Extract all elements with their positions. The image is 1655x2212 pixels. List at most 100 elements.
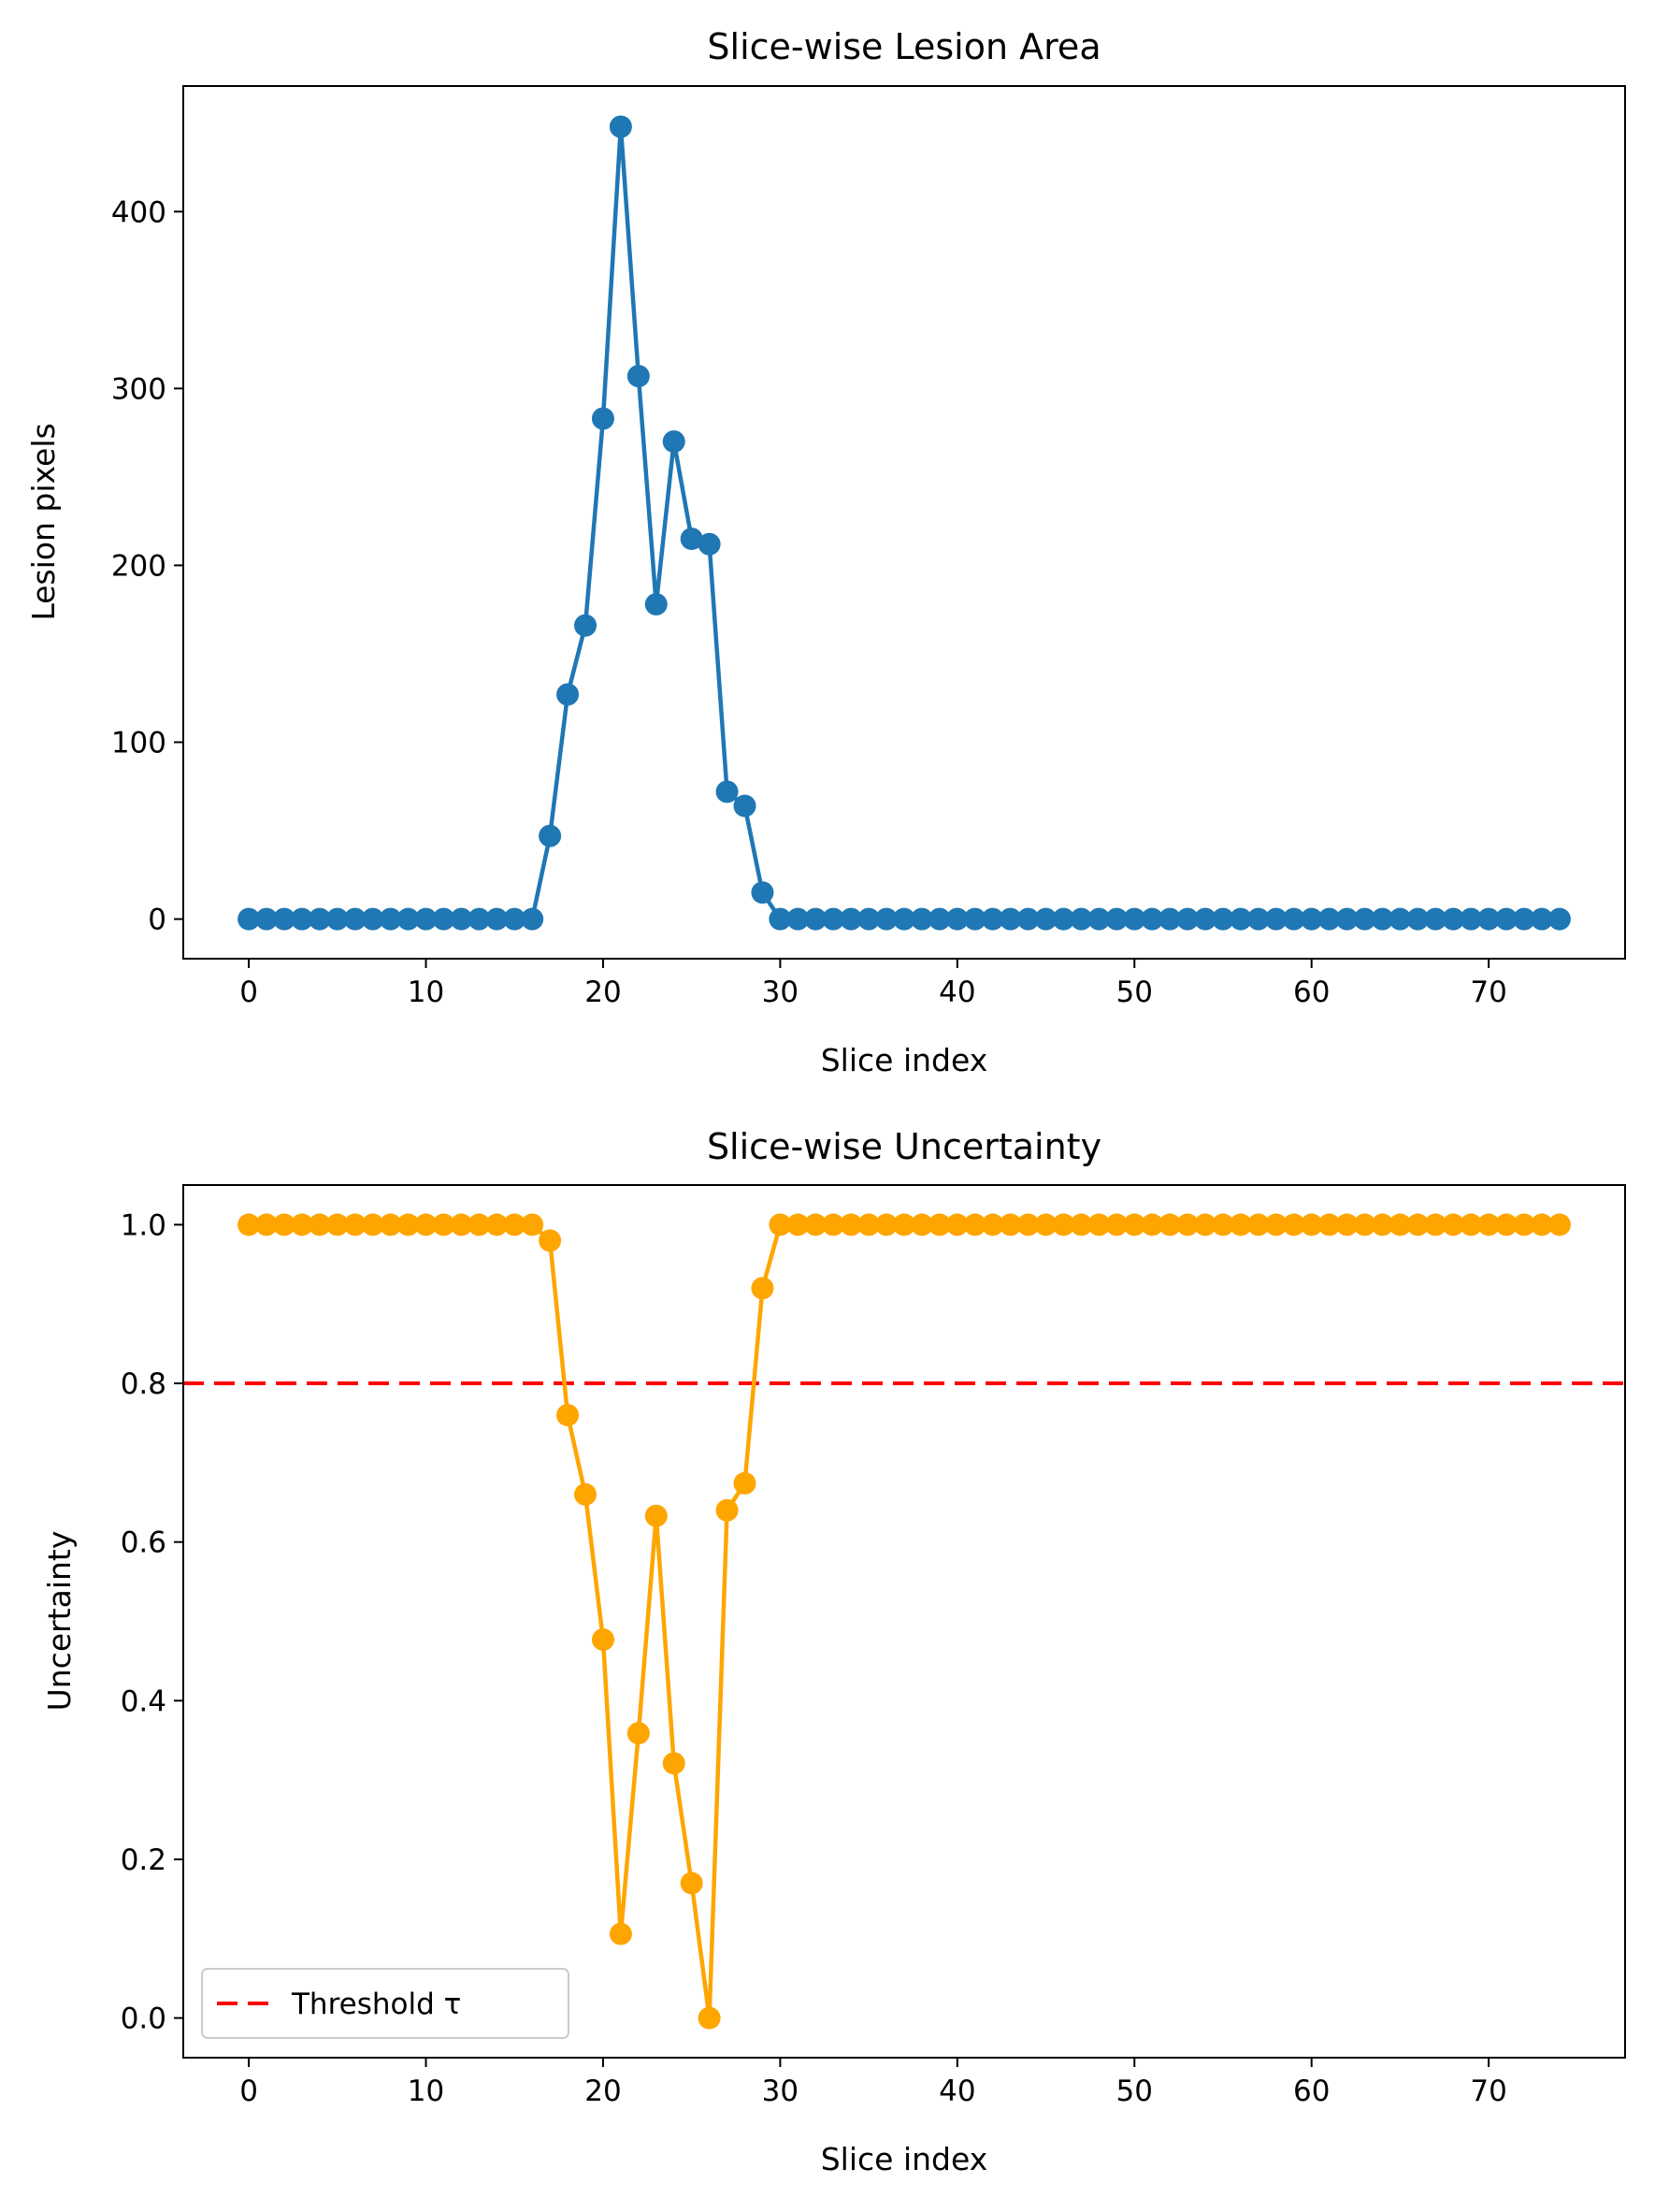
data-point: [272, 1213, 295, 1236]
data-point: [804, 907, 828, 931]
data-point: [680, 1872, 703, 1895]
data-point: [1442, 1213, 1465, 1236]
data-point: [963, 1213, 986, 1236]
data-point: [857, 907, 881, 931]
data-point: [1282, 907, 1305, 931]
data-point: [379, 907, 402, 931]
data-point: [786, 907, 810, 931]
data-point: [1371, 907, 1394, 931]
data-point: [733, 1471, 756, 1495]
data-point: [1442, 907, 1465, 931]
data-point: [468, 907, 491, 931]
data-point: [1460, 1213, 1483, 1236]
data-point: [662, 430, 685, 454]
data-point: [308, 1213, 331, 1236]
data-point: [1016, 907, 1040, 931]
x-tick-label: 60: [1293, 976, 1330, 1009]
data-point: [1087, 1213, 1111, 1236]
x-tick-label: 0: [239, 2075, 258, 2108]
data-point: [1229, 907, 1252, 931]
data-point: [1264, 907, 1288, 931]
data-point: [574, 614, 597, 637]
data-point: [574, 1482, 597, 1506]
data-point: [698, 532, 721, 556]
data-point: [981, 907, 1004, 931]
data-point: [1194, 907, 1217, 931]
data-point: [981, 1213, 1004, 1236]
x-tick-label: 70: [1470, 2075, 1506, 2108]
data-point: [485, 907, 509, 931]
data-point: [1211, 1213, 1234, 1236]
y-tick-label: 0: [148, 904, 166, 937]
data-point: [272, 907, 295, 931]
data-point: [290, 1213, 313, 1236]
data-point: [237, 1213, 261, 1236]
y-tick-label: 0.2: [121, 1843, 166, 1877]
data-point: [308, 907, 331, 931]
data-point: [556, 683, 580, 706]
x-tick-label: 30: [762, 2075, 799, 2108]
data-point: [1513, 907, 1536, 931]
data-point: [910, 907, 933, 931]
data-point: [910, 1213, 933, 1236]
data-point: [1406, 1213, 1430, 1236]
data-point: [999, 907, 1022, 931]
data-point: [786, 1213, 810, 1236]
data-point: [1477, 1213, 1501, 1236]
y-tick-label: 0.6: [121, 1526, 166, 1560]
data-point: [1424, 1213, 1447, 1236]
chart-1-axes: 0 10 20 30 40 50 60 70 0 100 200 300 400: [111, 85, 1626, 1009]
data-point: [1353, 907, 1376, 931]
x-tick-label: 0: [239, 976, 258, 1009]
data-point: [698, 2006, 721, 2030]
data-point: [1495, 1213, 1518, 1236]
x-tick-label: 40: [939, 976, 975, 1009]
x-tick-label: 60: [1293, 2075, 1330, 2108]
data-point: [1389, 907, 1412, 931]
data-point: [255, 1213, 279, 1236]
x-tick-label: 20: [584, 2075, 621, 2108]
data-point: [1087, 907, 1111, 931]
data-point: [255, 907, 279, 931]
data-point: [1194, 1213, 1217, 1236]
chart-2-xlabel: Slice index: [821, 2141, 988, 2177]
data-point: [1052, 907, 1075, 931]
data-point: [396, 1213, 420, 1236]
data-point: [769, 907, 792, 931]
axes-frame: [182, 85, 1626, 960]
y-tick-label: 0.8: [121, 1367, 166, 1401]
data-point: [680, 528, 703, 551]
data-point: [733, 794, 756, 817]
data-point: [1317, 1213, 1341, 1236]
y-tick-label: 300: [111, 372, 166, 406]
data-point: [1335, 1213, 1359, 1236]
data-point: [928, 1213, 951, 1236]
y-tick-label: 0.4: [121, 1684, 166, 1718]
data-point: [1141, 907, 1164, 931]
data-point: [1282, 1213, 1305, 1236]
data-point: [1246, 907, 1270, 931]
data-point: [1070, 907, 1093, 931]
data-point: [1229, 1213, 1252, 1236]
data-point: [1389, 1213, 1412, 1236]
data-point: [609, 115, 632, 138]
data-point: [591, 1628, 614, 1652]
data-point: [875, 907, 899, 931]
data-point: [1495, 907, 1518, 931]
data-point: [450, 1213, 473, 1236]
data-point: [1530, 1213, 1553, 1236]
data-point: [539, 1229, 562, 1252]
data-point: [751, 1277, 774, 1300]
data-point: [1105, 1213, 1129, 1236]
data-point: [379, 1213, 402, 1236]
x-tick-label: 10: [408, 2075, 444, 2108]
x-tick-label: 70: [1470, 976, 1506, 1009]
data-point: [414, 1213, 438, 1236]
data-point: [626, 365, 650, 388]
data-point: [1070, 1213, 1093, 1236]
data-point: [945, 1213, 969, 1236]
data-point: [893, 1213, 915, 1236]
data-point: [556, 1403, 580, 1426]
y-tick-label: 200: [111, 549, 166, 583]
data-point: [432, 907, 455, 931]
